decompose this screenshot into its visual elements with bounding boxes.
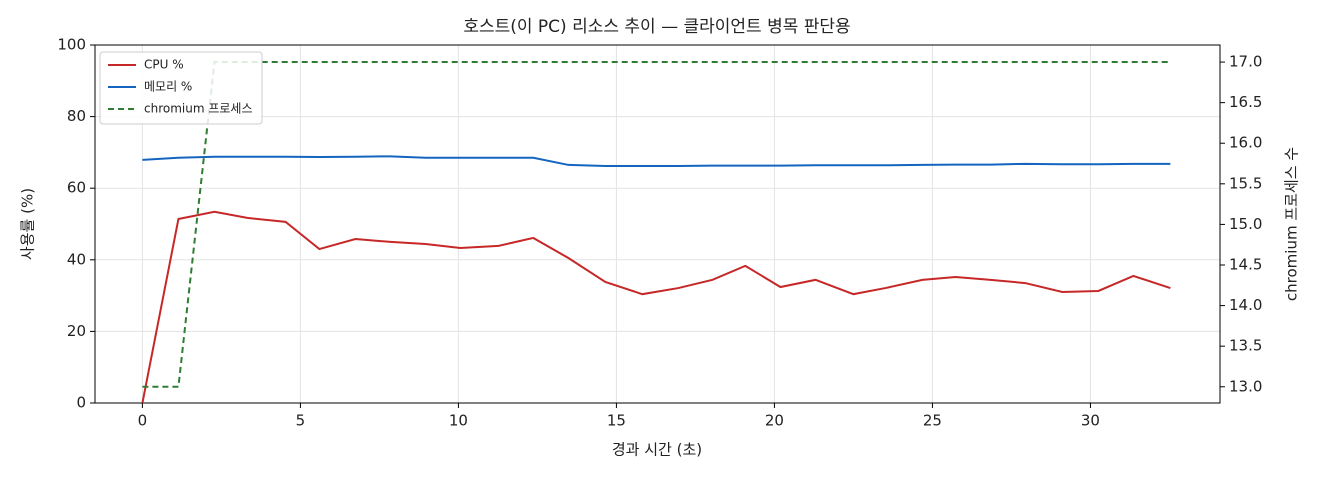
legend-label: CPU % bbox=[144, 58, 184, 72]
legend-box bbox=[99, 51, 263, 125]
y2-axis-label: chromium 프로세스 수 bbox=[1283, 147, 1301, 301]
y-tick-label: 60 bbox=[67, 179, 86, 197]
y-tick-label: 40 bbox=[67, 250, 86, 268]
y2-tick-label: 13.0 bbox=[1229, 377, 1262, 395]
y2-tick-label: 15.5 bbox=[1229, 174, 1262, 192]
series-line bbox=[142, 155, 1171, 168]
y2-tick-label: 17.0 bbox=[1229, 53, 1262, 71]
legend-label: 메모리 % bbox=[144, 80, 192, 94]
y2-tick-label: 14.5 bbox=[1229, 255, 1262, 273]
y-tick-label: 100 bbox=[57, 36, 86, 54]
plot-frame bbox=[94, 44, 1221, 404]
y2-tick-label: 14.0 bbox=[1229, 296, 1262, 314]
x-tick-label: 10 bbox=[449, 412, 468, 430]
y-tick-label: 80 bbox=[67, 107, 86, 125]
y-tick-label: 0 bbox=[76, 394, 86, 412]
x-tick-label: 20 bbox=[765, 412, 784, 430]
series-line bbox=[141, 210, 1171, 404]
y-tick-label: 20 bbox=[67, 322, 86, 340]
y-axis-label: 사용률 (%) bbox=[19, 188, 37, 260]
x-axis-label: 경과 시간 (초) bbox=[612, 441, 702, 459]
chart-title: 호스트(이 PC) 리소스 추이 — 클라이언트 병목 판단용 bbox=[463, 17, 850, 37]
y2-tick-label: 16.0 bbox=[1229, 134, 1262, 152]
x-tick-label: 25 bbox=[923, 412, 942, 430]
series-line bbox=[142, 61, 1171, 388]
y2-tick-label: 16.5 bbox=[1229, 93, 1262, 111]
x-tick-label: 5 bbox=[296, 412, 306, 430]
y2-tick-label: 15.0 bbox=[1229, 215, 1262, 233]
x-tick-label: 15 bbox=[607, 412, 626, 430]
legend-label: chromium 프로세스 bbox=[144, 102, 253, 116]
x-tick-label: 30 bbox=[1081, 412, 1100, 430]
x-tick-label: 0 bbox=[138, 412, 148, 430]
y2-tick-label: 13.5 bbox=[1229, 337, 1262, 355]
